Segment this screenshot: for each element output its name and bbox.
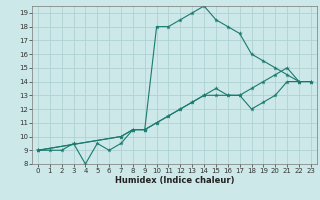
X-axis label: Humidex (Indice chaleur): Humidex (Indice chaleur) xyxy=(115,176,234,185)
